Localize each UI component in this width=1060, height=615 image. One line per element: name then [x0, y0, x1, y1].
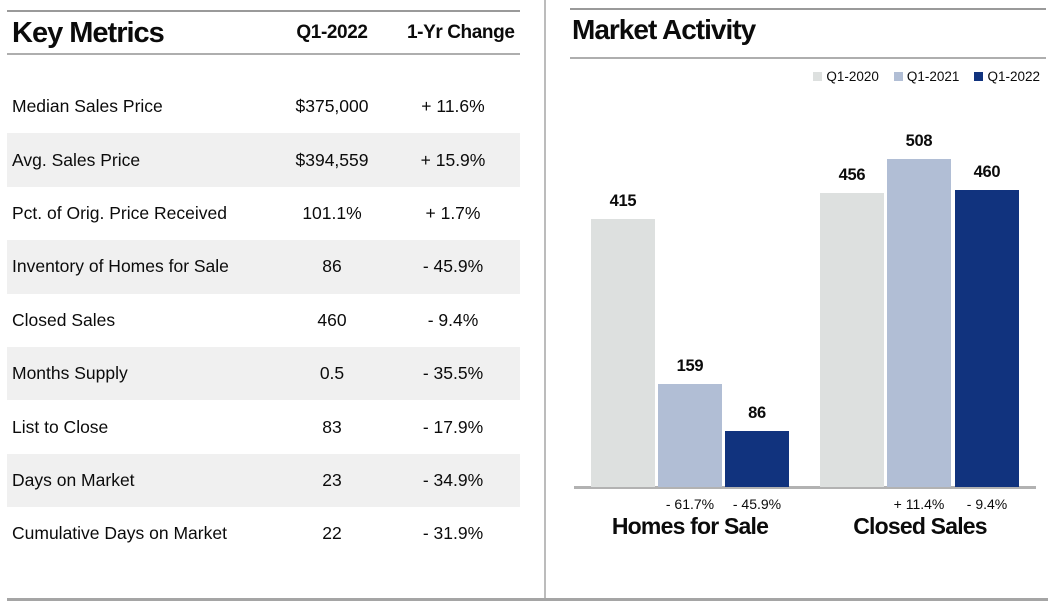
- bar-q1-2022-homes-for-sale: [725, 431, 789, 487]
- pct-change-label: + 11.4%: [893, 496, 945, 512]
- metric-label: Inventory of Homes for Sale: [12, 256, 229, 277]
- bar-q1-2022-closed-sales: [955, 190, 1019, 487]
- bar-value-label: 415: [609, 192, 637, 210]
- metric-row: Inventory of Homes for Sale 86 - 45.9%: [7, 240, 520, 294]
- metric-row: Months Supply 0.5 - 35.5%: [7, 346, 520, 401]
- metric-row: Cumulative Days on Market 22 - 31.9%: [7, 507, 520, 560]
- bar-value-label: 460: [973, 163, 1001, 181]
- metric-label: Closed Sales: [12, 309, 116, 330]
- pct-change-label: - 45.9%: [732, 496, 782, 512]
- metric-change: - 35.5%: [422, 363, 484, 384]
- market-activity-title-rule: [570, 57, 1046, 59]
- metric-change: + 1.7%: [425, 202, 481, 223]
- metric-label: Days on Market: [12, 469, 135, 490]
- metric-value: 0.5: [319, 363, 345, 384]
- legend-label: Q1-2020: [826, 69, 879, 84]
- metric-value: 22: [322, 523, 342, 544]
- metric-change: - 17.9%: [422, 416, 484, 437]
- metric-row: Median Sales Price $375,000 + 11.6%: [7, 80, 520, 133]
- metric-value: 23: [322, 469, 342, 490]
- bar-plot: 415 159 - 61.7% 86 - 45.9% Homes for Sale 456 5…: [570, 0, 1046, 615]
- right-panel-top-rule: [570, 8, 1046, 10]
- bar-q1-2020-closed-sales: [820, 193, 884, 487]
- metric-label: List to Close: [12, 416, 109, 437]
- metric-change: - 45.9%: [422, 256, 484, 277]
- metric-value: $394,559: [295, 149, 369, 170]
- chart-legend: Q1-2020 Q1-2021 Q1-2022: [813, 69, 1040, 84]
- market-activity-title: Market Activity: [572, 14, 756, 45]
- legend-swatch-icon: [893, 72, 903, 81]
- metric-row: Pct. of Orig. Price Received 101.1% + 1.7%: [7, 187, 520, 240]
- metric-label: Avg. Sales Price: [12, 149, 141, 170]
- key-metrics-title: Key Metrics: [12, 16, 165, 49]
- legend-item-q1-2020: Q1-2020: [813, 69, 879, 84]
- metric-label: Months Supply: [12, 363, 128, 384]
- bar-value-label: 159: [676, 357, 704, 375]
- column-header-q1-2022: Q1-2022: [296, 22, 368, 43]
- left-panel-top-rule: [7, 10, 520, 12]
- column-header-1yr-change: 1-Yr Change: [407, 22, 515, 43]
- key-metrics-header-rule: [7, 53, 520, 55]
- metric-value: 83: [322, 416, 342, 437]
- metric-value: 460: [317, 309, 347, 330]
- metric-label: Median Sales Price: [12, 96, 163, 117]
- bar-q1-2021-closed-sales: [887, 159, 951, 487]
- metric-change: - 9.4%: [427, 309, 479, 330]
- legend-label: Q1-2021: [906, 69, 960, 84]
- metric-row: Closed Sales 460 - 9.4%: [7, 294, 520, 347]
- panel-divider: [544, 0, 546, 600]
- legend-swatch-icon: [974, 72, 984, 81]
- metric-value: 86: [322, 256, 342, 277]
- market-activity-panel: Market Activity Q1-2020 Q1-2021 Q1-2022 41…: [570, 0, 1046, 615]
- pct-change-label: - 9.4%: [966, 496, 1008, 512]
- bar-q1-2020-homes-for-sale: [591, 219, 655, 487]
- category-label-homes-for-sale: Homes for Sale: [611, 513, 769, 539]
- metric-change: - 34.9%: [422, 469, 484, 490]
- metric-label: Pct. of Orig. Price Received: [12, 202, 227, 223]
- metric-value: 101.1%: [302, 202, 362, 223]
- metric-change: - 31.9%: [422, 523, 484, 544]
- metric-row: Avg. Sales Price $394,559 + 15.9%: [7, 133, 520, 187]
- legend-item-q1-2022: Q1-2022: [974, 69, 1040, 84]
- category-label-closed-sales: Closed Sales: [853, 513, 987, 539]
- bar-value-label: 456: [838, 166, 866, 184]
- metric-label: Cumulative Days on Market: [12, 523, 227, 544]
- metric-change: + 11.6%: [421, 96, 485, 117]
- metric-row: Days on Market 23 - 34.9%: [7, 453, 520, 508]
- key-metrics-rows: Median Sales Price $375,000 + 11.6% Avg. Sa…: [7, 80, 520, 561]
- bar-value-label: 86: [748, 404, 766, 422]
- x-axis-line: [574, 486, 1036, 489]
- metric-value: $375,000: [295, 96, 369, 117]
- metric-change: + 15.9%: [420, 149, 486, 170]
- bar-value-label: 508: [905, 132, 933, 150]
- metric-row: List to Close 83 - 17.9%: [7, 400, 520, 453]
- legend-label: Q1-2022: [987, 69, 1040, 84]
- pct-change-label: - 61.7%: [665, 496, 715, 512]
- bar-q1-2021-homes-for-sale: [658, 384, 722, 487]
- legend-item-q1-2021: Q1-2021: [893, 69, 960, 84]
- key-metrics-header: Key Metrics Q1-2022 1-Yr Change: [7, 13, 520, 53]
- legend-swatch-icon: [813, 72, 823, 81]
- page-bottom-rule: [7, 598, 1048, 601]
